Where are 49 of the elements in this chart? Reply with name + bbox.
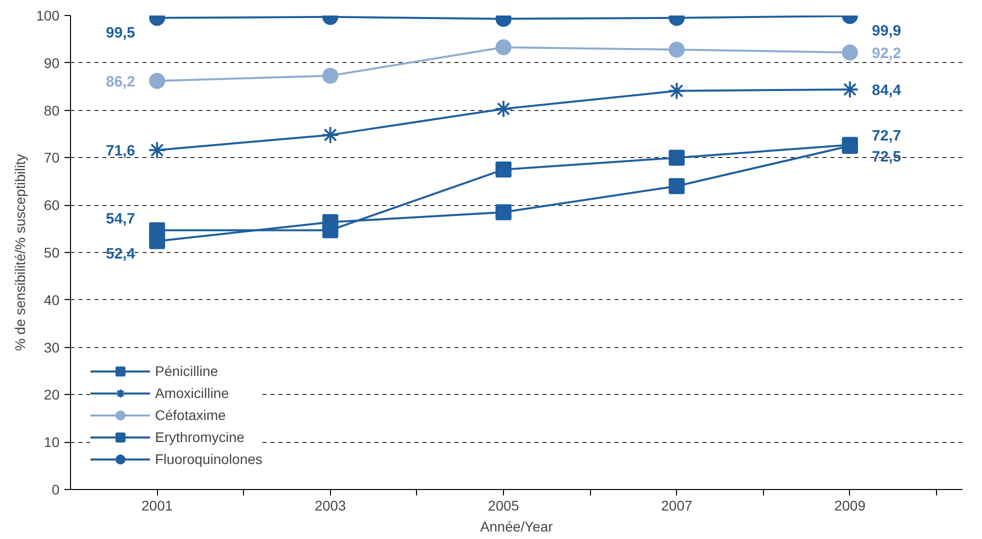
legend-label: Fluoroquinolones [155, 451, 262, 467]
point [321, 126, 340, 144]
y-axis-title: % de sensibilité/% susceptibility [12, 154, 28, 351]
y-tick-label: 70 [44, 150, 60, 166]
point [840, 80, 859, 98]
point [322, 214, 338, 230]
y-tick-label: 90 [44, 54, 60, 71]
data-label: 86,2 [106, 73, 136, 90]
legend-label: Pénicilline [155, 363, 218, 379]
data-label: 72,5 [872, 148, 902, 166]
y-tick-label: 60 [44, 197, 60, 214]
y-tick-label: 10 [44, 434, 60, 450]
point [149, 72, 166, 89]
data-label: 92,2 [872, 44, 902, 62]
y-tick-label: 100 [36, 8, 60, 24]
data-label: 99,5 [106, 24, 136, 42]
legend-label: Erythromycine [155, 429, 244, 445]
point [149, 233, 166, 250]
point [148, 141, 166, 160]
y-tick-label: 80 [44, 102, 60, 118]
point [496, 39, 512, 56]
point [496, 204, 512, 220]
y-tick-label: 30 [44, 339, 60, 356]
point [494, 100, 513, 118]
data-label: 72,7 [872, 127, 902, 144]
y-tick-label: 0 [52, 482, 60, 498]
x-tick-label: 2003 [314, 498, 346, 514]
x-tick-label: 2001 [142, 498, 173, 514]
legend-label: Céfotaxime [155, 407, 226, 423]
point [668, 42, 685, 58]
legend-label: Amoxicilline [155, 385, 229, 401]
data-label: 54,7 [106, 210, 136, 228]
y-tick-label: 40 [44, 292, 60, 308]
data-label: 99,9 [872, 22, 902, 40]
y-tick-label: 20 [44, 386, 60, 403]
data-label: 84,4 [872, 82, 902, 99]
x-axis-title: Année/Year [480, 518, 554, 534]
point [322, 68, 338, 84]
point [842, 44, 858, 60]
x-tick-label: 2007 [661, 498, 692, 514]
x-tick-label: 2009 [834, 498, 866, 514]
data-label: 52,4 [106, 246, 136, 263]
point [668, 178, 685, 194]
point [668, 82, 686, 100]
point [668, 150, 685, 166]
y-tick-label: 50 [44, 244, 60, 260]
x-tick-label: 2005 [488, 498, 520, 514]
data-label: 71,6 [106, 142, 136, 160]
point [496, 162, 512, 178]
